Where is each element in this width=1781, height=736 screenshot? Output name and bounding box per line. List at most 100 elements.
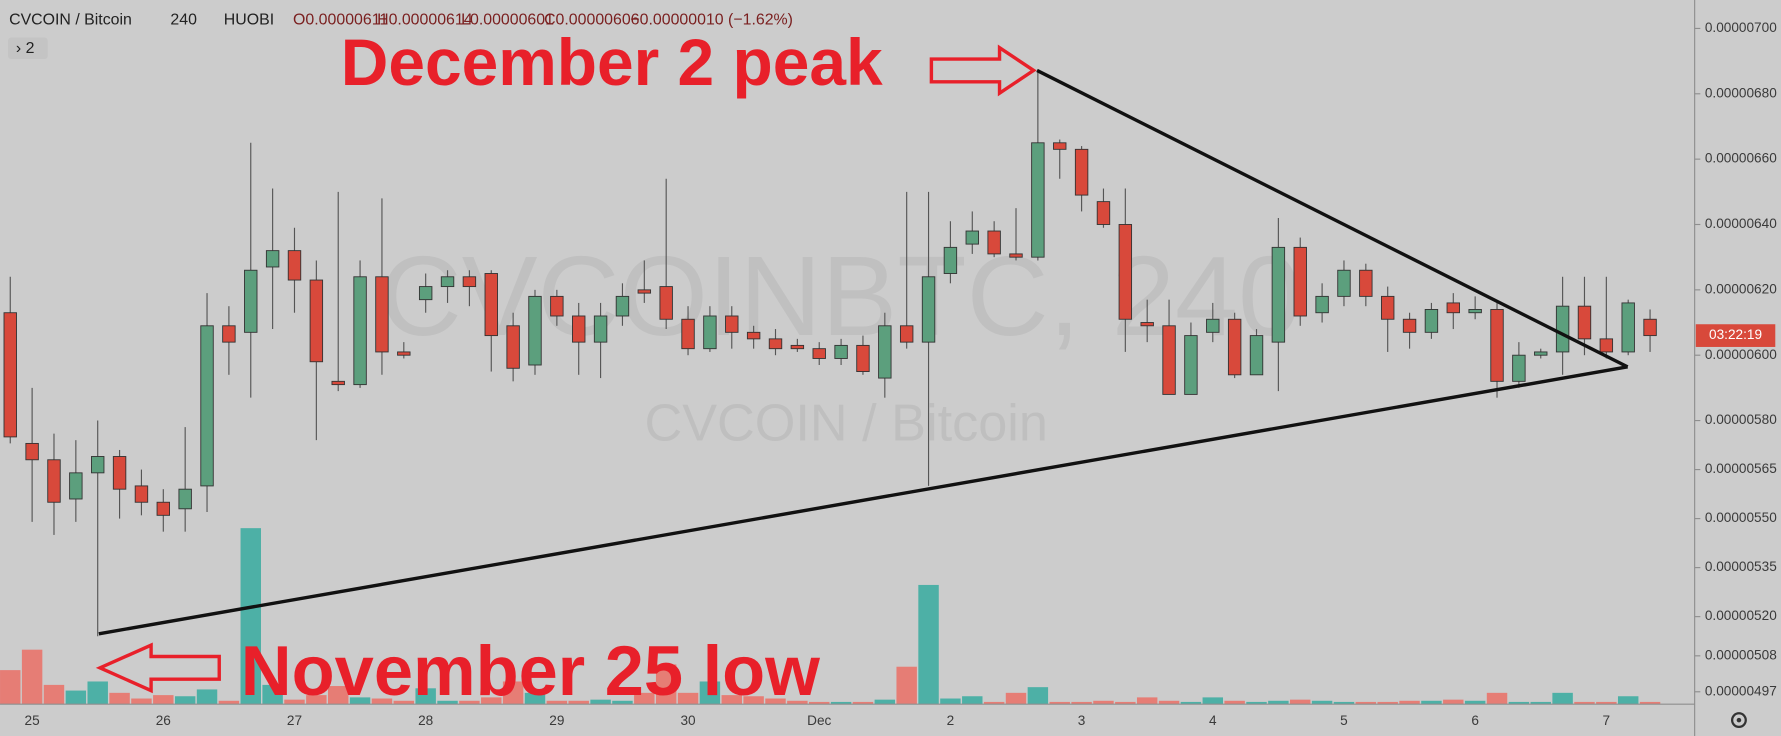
candle-body	[1380, 295, 1395, 320]
gear-hub[interactable]	[1736, 717, 1742, 723]
volume-bar	[940, 698, 961, 705]
candle-body	[921, 276, 936, 343]
volume-bar	[1333, 701, 1355, 705]
candle-body	[768, 338, 783, 350]
candle-body	[725, 315, 739, 333]
candle-body	[69, 472, 83, 500]
volume-bar	[87, 681, 108, 705]
candle-body	[1031, 142, 1045, 258]
candle-body	[309, 279, 324, 363]
drawings: December 2 peak November 25 low	[95, 25, 1629, 710]
candle-body	[681, 318, 695, 350]
y-tick-label: 0.00000550	[1705, 510, 1777, 525]
volume-bar	[1290, 699, 1311, 705]
candle-body	[1227, 318, 1242, 376]
candle-body	[47, 459, 61, 503]
arrow	[929, 44, 1037, 97]
x-tick-label: 2	[947, 713, 955, 728]
volume-bar	[1136, 697, 1158, 705]
countdown-tag	[1695, 324, 1776, 347]
volume-bar	[1180, 701, 1202, 705]
volume-bar	[677, 692, 699, 705]
volume-bar	[1158, 700, 1180, 705]
y-tick-label: 0.00000497	[1705, 683, 1777, 698]
candle-body	[965, 230, 979, 245]
candle-body	[1512, 354, 1526, 382]
candle-body	[812, 348, 826, 359]
y-tick-label: 0.00000660	[1705, 151, 1777, 166]
x-tick-label: 27	[287, 713, 302, 728]
y-tick-label: 0.00000535	[1705, 559, 1777, 574]
gear-icon[interactable]	[1730, 712, 1747, 729]
candle-body	[1424, 309, 1439, 333]
candle-body	[3, 312, 17, 438]
volume-bar	[1027, 687, 1049, 705]
volume-bar	[1355, 701, 1377, 705]
volume-bar	[1005, 692, 1027, 705]
candle-body	[1009, 253, 1023, 258]
candle-body	[1184, 335, 1198, 395]
volume-bar	[612, 700, 633, 705]
volume-bar	[743, 696, 764, 705]
candle-body	[331, 380, 345, 386]
candle-body	[222, 325, 236, 343]
volume-bar	[655, 664, 677, 705]
volume-bar	[502, 681, 524, 705]
header: CVCOIN / Bitcoin 240 HUOBI O0.00000611 H…	[7, 12, 793, 60]
volume-bar	[459, 700, 480, 705]
candle-body	[1490, 309, 1504, 382]
indicator-toggle[interactable]	[7, 37, 48, 60]
candle-body	[1446, 302, 1460, 314]
y-tick-label: 0.00000580	[1705, 412, 1777, 427]
volume-bar	[174, 696, 196, 705]
candle-body	[615, 295, 630, 317]
volume-bar	[787, 700, 808, 705]
x-tick-label: 4	[1209, 713, 1217, 728]
x-tick-label: 5	[1340, 713, 1348, 728]
volume-bar	[0, 670, 21, 705]
settings-button[interactable]	[1730, 712, 1747, 729]
volume-bar	[830, 701, 852, 705]
annotation: November 25 low	[241, 631, 820, 710]
candle-body	[200, 325, 214, 487]
volume-bar	[1421, 700, 1442, 705]
indicator-count[interactable]: › 2	[16, 40, 35, 57]
volume-bar	[1246, 701, 1267, 705]
volume-bar	[240, 528, 261, 705]
volume-bar	[1202, 697, 1224, 705]
volume-bar	[306, 695, 327, 705]
candle-body	[25, 442, 39, 461]
volume-bar	[896, 666, 917, 705]
candle-body	[1118, 224, 1133, 320]
volume-bar	[765, 698, 786, 705]
volume-bar	[1071, 701, 1092, 705]
volume-bar	[349, 697, 371, 705]
candle-body	[1534, 351, 1548, 356]
candle-body	[746, 331, 761, 340]
volume-bar	[809, 701, 830, 705]
x-tick-label: 30	[680, 713, 696, 728]
volume-bar	[1508, 701, 1530, 705]
candle-body	[790, 344, 805, 350]
volume-bar	[568, 700, 589, 705]
candle-body	[878, 325, 892, 379]
y-tick-label: 0.00000700	[1705, 20, 1777, 35]
volume-bar	[1596, 701, 1617, 705]
candle-body	[418, 286, 433, 301]
candle-body	[659, 286, 673, 320]
y-tick-label: 0.00000620	[1705, 281, 1777, 296]
volume-bar	[1377, 701, 1398, 705]
volume-bar	[65, 690, 87, 705]
volume-bar	[983, 701, 1005, 705]
y-tick-label: 0.00000565	[1705, 461, 1777, 476]
candle-body	[484, 273, 498, 337]
candle-body	[593, 315, 608, 343]
volume-bar	[284, 699, 305, 705]
candle-body	[943, 246, 958, 274]
volume-bar	[153, 695, 174, 705]
volume-bar	[699, 681, 721, 705]
candle-body	[834, 344, 848, 359]
x-tick-label: 28	[418, 713, 433, 728]
y-tick-label: 0.00000600	[1705, 347, 1777, 362]
